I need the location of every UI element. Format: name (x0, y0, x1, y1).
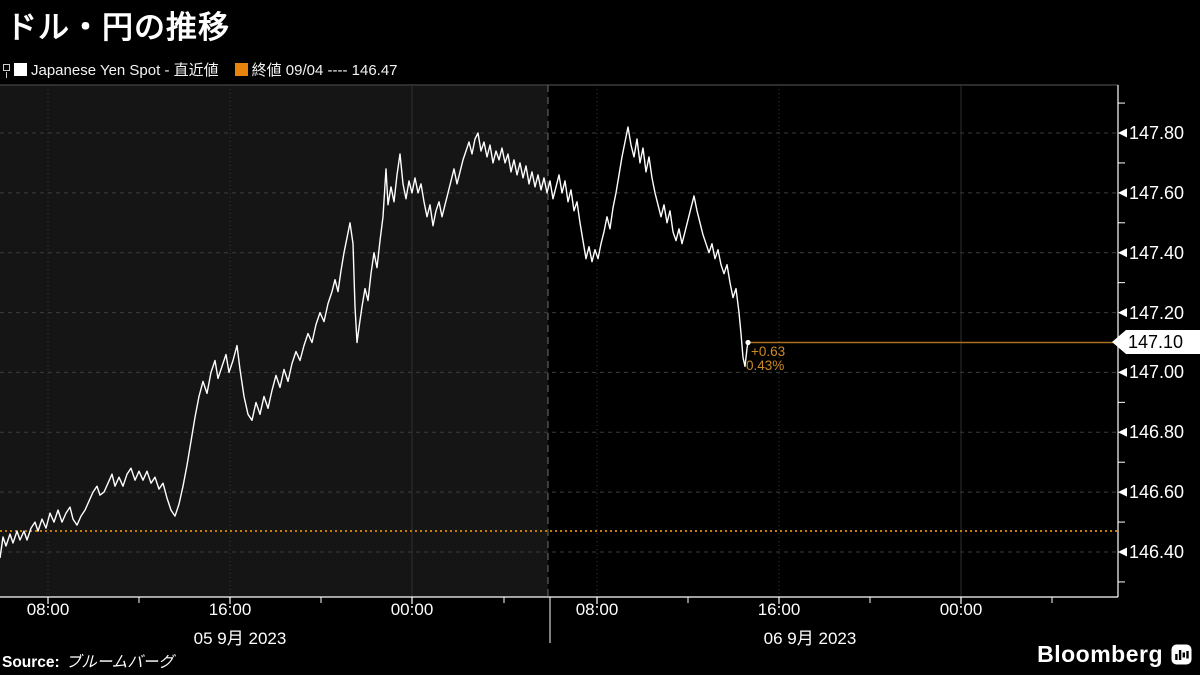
x-date-label: 05 9月 2023 (193, 629, 287, 648)
change-annotation: +0.63 (751, 344, 786, 359)
source-label: Source: (2, 654, 60, 671)
series1-swatch (14, 63, 27, 76)
x-tick-label: 00:00 (390, 600, 434, 619)
series2-label: 終値 09/04 ---- 146.47 (251, 62, 398, 79)
x-tick-label: 16:00 (208, 600, 252, 619)
bloomberg-logo-icon (1171, 644, 1192, 665)
source-line: Source: ブルームバーグ (2, 650, 174, 672)
series2-swatch (234, 63, 248, 76)
series1-label: Japanese Yen Spot - 直近値 (31, 62, 219, 79)
x-tick-label: 00:00 (939, 600, 983, 619)
y-tick-label: 146.60 (1129, 482, 1185, 503)
y-tick-label: 147.00 (1129, 362, 1185, 383)
y-tick-label: 146.40 (1129, 542, 1185, 562)
y-tick-label: 147.60 (1129, 182, 1185, 203)
chart-title: ドル・円の推移 (6, 10, 230, 46)
chart-legend: Japanese Yen Spot - 直近値 終値 09/04 ---- 14… (2, 59, 398, 80)
x-tick-label: 08:00 (575, 600, 619, 619)
x-tick-label: 08:00 (26, 600, 70, 619)
y-tick-label: 147.80 (1129, 123, 1185, 143)
y-tick-label: 147.20 (1129, 302, 1185, 323)
y-tick-label: 147.40 (1129, 242, 1185, 263)
last-price-tag: 147.10 (1112, 330, 1200, 354)
x-date-label: 06 9月 2023 (763, 629, 857, 648)
bloomberg-logo-text: Bloomberg (1037, 641, 1163, 667)
tracker-flag-icon (2, 62, 12, 78)
y-tick-label: 146.80 (1129, 422, 1185, 443)
change-percent-annotation: 0.43% (746, 358, 785, 373)
x-tick-label: 16:00 (757, 600, 801, 619)
source-value: ブルームバーグ (65, 653, 174, 671)
bloomberg-logo: Bloomberg (1037, 641, 1192, 668)
